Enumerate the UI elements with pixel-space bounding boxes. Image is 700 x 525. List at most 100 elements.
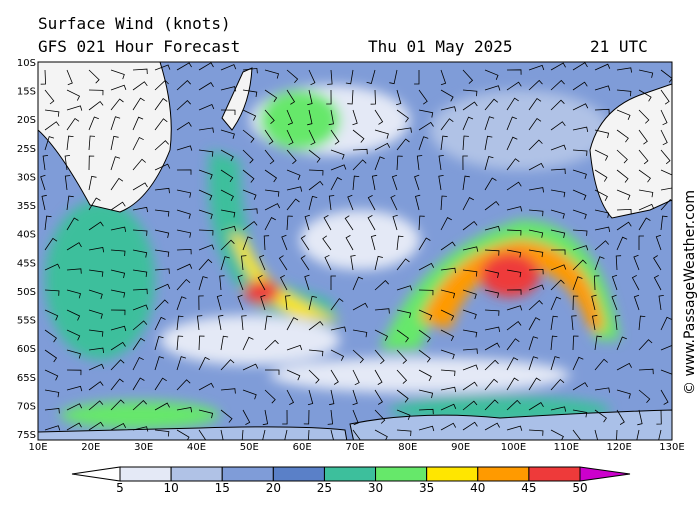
wind-barb: [110, 422, 127, 431]
wind-barb: [528, 64, 545, 71]
wind-barb: [198, 127, 214, 133]
wind-barb: [506, 158, 520, 171]
wind-barb: [462, 421, 478, 431]
wind-barb: [326, 89, 332, 105]
wind-barb: [594, 85, 611, 91]
wind-barb: [440, 386, 457, 393]
wind-barb: [176, 169, 192, 175]
wind-barb: [220, 149, 234, 162]
wind-barb: [366, 69, 376, 84]
colorbar-label: 15: [215, 481, 230, 495]
wind-barb: [44, 369, 59, 381]
wind-barb: [594, 149, 609, 161]
wind-barb: [660, 169, 672, 181]
wind-barb: [264, 217, 276, 231]
wind-barb: [484, 378, 499, 391]
wind-barb: [592, 314, 598, 331]
longitude-labels: 10E 20E 30E 40E 50E 60E 70E 80E 90E 100E 110E 120E 1…: [28, 442, 684, 453]
wind-barb: [616, 236, 628, 251]
wind-barb: [396, 309, 412, 318]
wind-barb: [462, 197, 474, 211]
wind-barb: [614, 315, 621, 331]
wind-barb: [438, 175, 444, 191]
lat-label: 40S: [17, 230, 36, 241]
wind-barb: [352, 329, 368, 338]
wind-barb: [415, 194, 421, 211]
wind-barb: [462, 175, 470, 191]
wind-barb: [616, 109, 631, 120]
wind-barb: [414, 174, 420, 191]
wind-barb: [330, 149, 345, 160]
wind-barb: [416, 155, 423, 171]
wind-barb: [330, 298, 344, 311]
wind-barb: [110, 135, 119, 151]
wind-barb: [132, 320, 148, 331]
wind-barb: [440, 135, 448, 151]
colorbar-label: 35: [419, 481, 434, 495]
wind-barb: [264, 189, 280, 197]
wind-barb: [154, 249, 170, 257]
wind-barb: [396, 329, 409, 343]
wind-barb: [154, 118, 168, 131]
wind-barb: [572, 81, 588, 91]
wind-barb: [594, 387, 610, 393]
wind-barb: [88, 69, 100, 84]
wind-barb: [550, 121, 566, 131]
wind-barb: [440, 289, 456, 299]
colorbar-segment: [119, 466, 172, 482]
wind-barb: [506, 357, 519, 371]
wind-barb: [352, 302, 368, 311]
wind-barb: [390, 194, 398, 211]
wind-barb: [41, 194, 47, 211]
wind-barb: [462, 289, 477, 300]
wind-barb: [638, 129, 648, 145]
wind-barb: [260, 294, 266, 311]
wind-barb: [418, 369, 432, 382]
wind-barb: [264, 203, 281, 211]
wind-barb: [660, 129, 668, 146]
lat-label: 55S: [17, 316, 36, 327]
wind-barb: [198, 276, 208, 291]
wind-barb: [286, 149, 297, 165]
wind-barb: [528, 402, 544, 411]
wind-barb: [374, 349, 385, 365]
map-title: Surface Wind (knots): [38, 14, 231, 33]
credit: © www.PassageWeather.com: [682, 190, 698, 395]
wind-barb: [88, 155, 95, 171]
wind-barb: [594, 169, 608, 182]
antarctica: [38, 409, 672, 440]
wind-barb: [660, 69, 672, 83]
wind-barb: [655, 234, 662, 251]
wind-barb: [196, 315, 203, 331]
wind-barb: [638, 69, 654, 78]
wind-barb: [418, 136, 429, 151]
wind-barb: [484, 342, 500, 351]
wind-barb: [176, 263, 193, 271]
wind-barb: [550, 249, 566, 255]
lat-label: 75S: [17, 430, 36, 441]
wind-barb: [374, 255, 383, 271]
wind-barb: [572, 259, 587, 271]
wind-barb: [593, 275, 600, 291]
wind-barb: [88, 421, 104, 431]
lon-label: 120E: [606, 442, 631, 453]
wind-barb: [66, 289, 81, 299]
wind-barb: [284, 429, 288, 440]
wind-barb: [572, 103, 589, 111]
wind-barb: [44, 289, 60, 296]
wind-barb: [44, 389, 60, 398]
wind-barb: [484, 177, 497, 191]
wind-barb: [198, 258, 213, 271]
wind-barb: [506, 425, 523, 431]
colorbar-label: 50: [572, 481, 587, 495]
wind-barb: [308, 149, 321, 163]
wind-barb: [550, 356, 560, 371]
wind-barb: [638, 89, 652, 102]
wind-barb: [462, 69, 474, 84]
wind-barb: [286, 369, 301, 381]
wind-barb: [616, 189, 631, 201]
wind-barb: [462, 116, 474, 131]
wind-barb: [66, 89, 81, 101]
australia: [589, 83, 672, 219]
lon-label: 40E: [187, 442, 206, 453]
